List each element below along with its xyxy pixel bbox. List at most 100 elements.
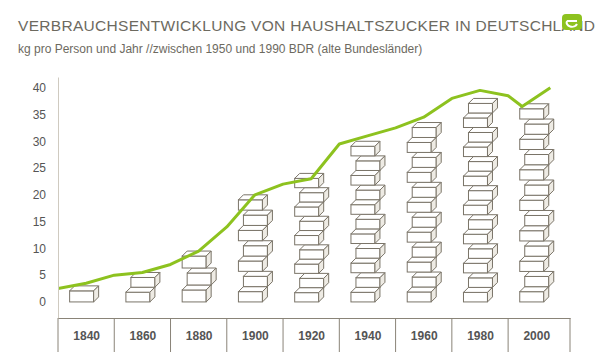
subtitle: kg pro Person und Jahr //zwischen 1950 u… [18,42,422,56]
cube-side [431,287,436,302]
cube-side [380,214,385,229]
cube-face [356,190,380,200]
cube-face [463,234,487,244]
cube-face [412,247,436,257]
cube-side [150,287,155,302]
x-tick-label: 1860 [130,329,157,343]
cube-face [468,162,492,172]
cube-side [487,258,492,273]
strip-divider [226,318,227,352]
cube-side [375,170,380,185]
x-tick-label: 2000 [523,329,550,343]
cube-side [544,287,549,302]
cube-side [94,286,99,302]
cube-face [70,291,94,302]
cube-side [206,285,211,302]
cube-side [262,195,267,210]
cube-face [238,292,262,302]
cube-face [238,230,262,240]
cube-side [487,287,492,302]
x-axis-line [59,318,571,319]
cube-face [243,276,267,286]
cube-face [351,292,375,302]
cube-stack [351,141,385,302]
cube-face [243,215,267,225]
cube-face [243,246,267,256]
cube-side [324,273,329,287]
cube-face [351,146,375,156]
cube-face [468,191,492,201]
cube-stack [70,286,99,302]
x-tick-label: 1980 [467,329,494,343]
x-tick-label: 1840 [73,329,100,343]
y-tick-label: 15 [33,215,47,229]
cube-side [492,98,497,113]
x-tick: 1880 [186,318,213,343]
cube-face [520,231,544,241]
cube-side [380,244,385,259]
cube-side [544,165,549,180]
cube-face [525,155,549,165]
cube-side [380,185,385,200]
x-tick: 1980 [467,318,494,343]
cube-face [463,118,487,128]
x-tick: 1920 [298,318,325,343]
cube-side [262,256,267,271]
cube-side [487,113,492,128]
cube-side [431,137,436,152]
cube-side [492,215,497,230]
y-tick: 0 [39,295,58,309]
y-tick: 20 [33,188,58,202]
cube-face [295,207,319,216]
y-tick-label: 30 [33,135,47,149]
cube-face [525,246,549,256]
x-tick-label: 1920 [298,329,325,343]
cube-face [468,103,492,113]
cube-face [295,293,319,302]
logo [562,14,582,30]
cube-side [262,225,267,240]
cube-face [468,132,492,142]
strip-divider [395,318,396,352]
cube-face [463,147,487,157]
cube-side [319,202,324,216]
cube-side [155,272,160,287]
cube-face [356,161,380,171]
cube-side [319,259,324,273]
cube-face [351,205,375,215]
cube-face [520,200,544,210]
y-tick-label: 35 [33,108,47,122]
cube-face [238,261,262,271]
y-tick: 40 [33,81,58,95]
chart: VERBRAUCHSENTWICKLUNG VON HAUSHALTSZUCKE… [0,0,600,363]
strip-dividers [58,318,570,352]
logo-mark [567,21,577,27]
y-tick: 5 [39,268,58,282]
cube-face [407,292,431,302]
cube-stack [182,251,216,302]
y-tick-label: 0 [39,295,46,309]
cube-face [295,236,319,245]
cube-side [487,200,492,215]
cube-side [549,241,554,256]
cube-face [356,219,380,229]
cube-stack [407,123,441,302]
y-axis-line [58,78,59,319]
cube-face [407,262,431,272]
cube-side [436,123,441,138]
y-tick-label: 10 [33,242,47,256]
line [58,88,550,289]
cube-face [520,109,544,119]
cube-face [300,250,324,259]
cube-face [463,205,487,215]
cube-side [375,200,380,215]
cube-face [412,128,436,138]
cube-stack [126,272,160,301]
cube-side [492,127,497,142]
x-tick: 1940 [355,318,382,343]
y-tick: 35 [33,108,58,122]
cube-face [412,217,436,227]
cube-side [262,287,267,302]
cube-face [412,277,436,287]
cube-side [544,226,549,241]
